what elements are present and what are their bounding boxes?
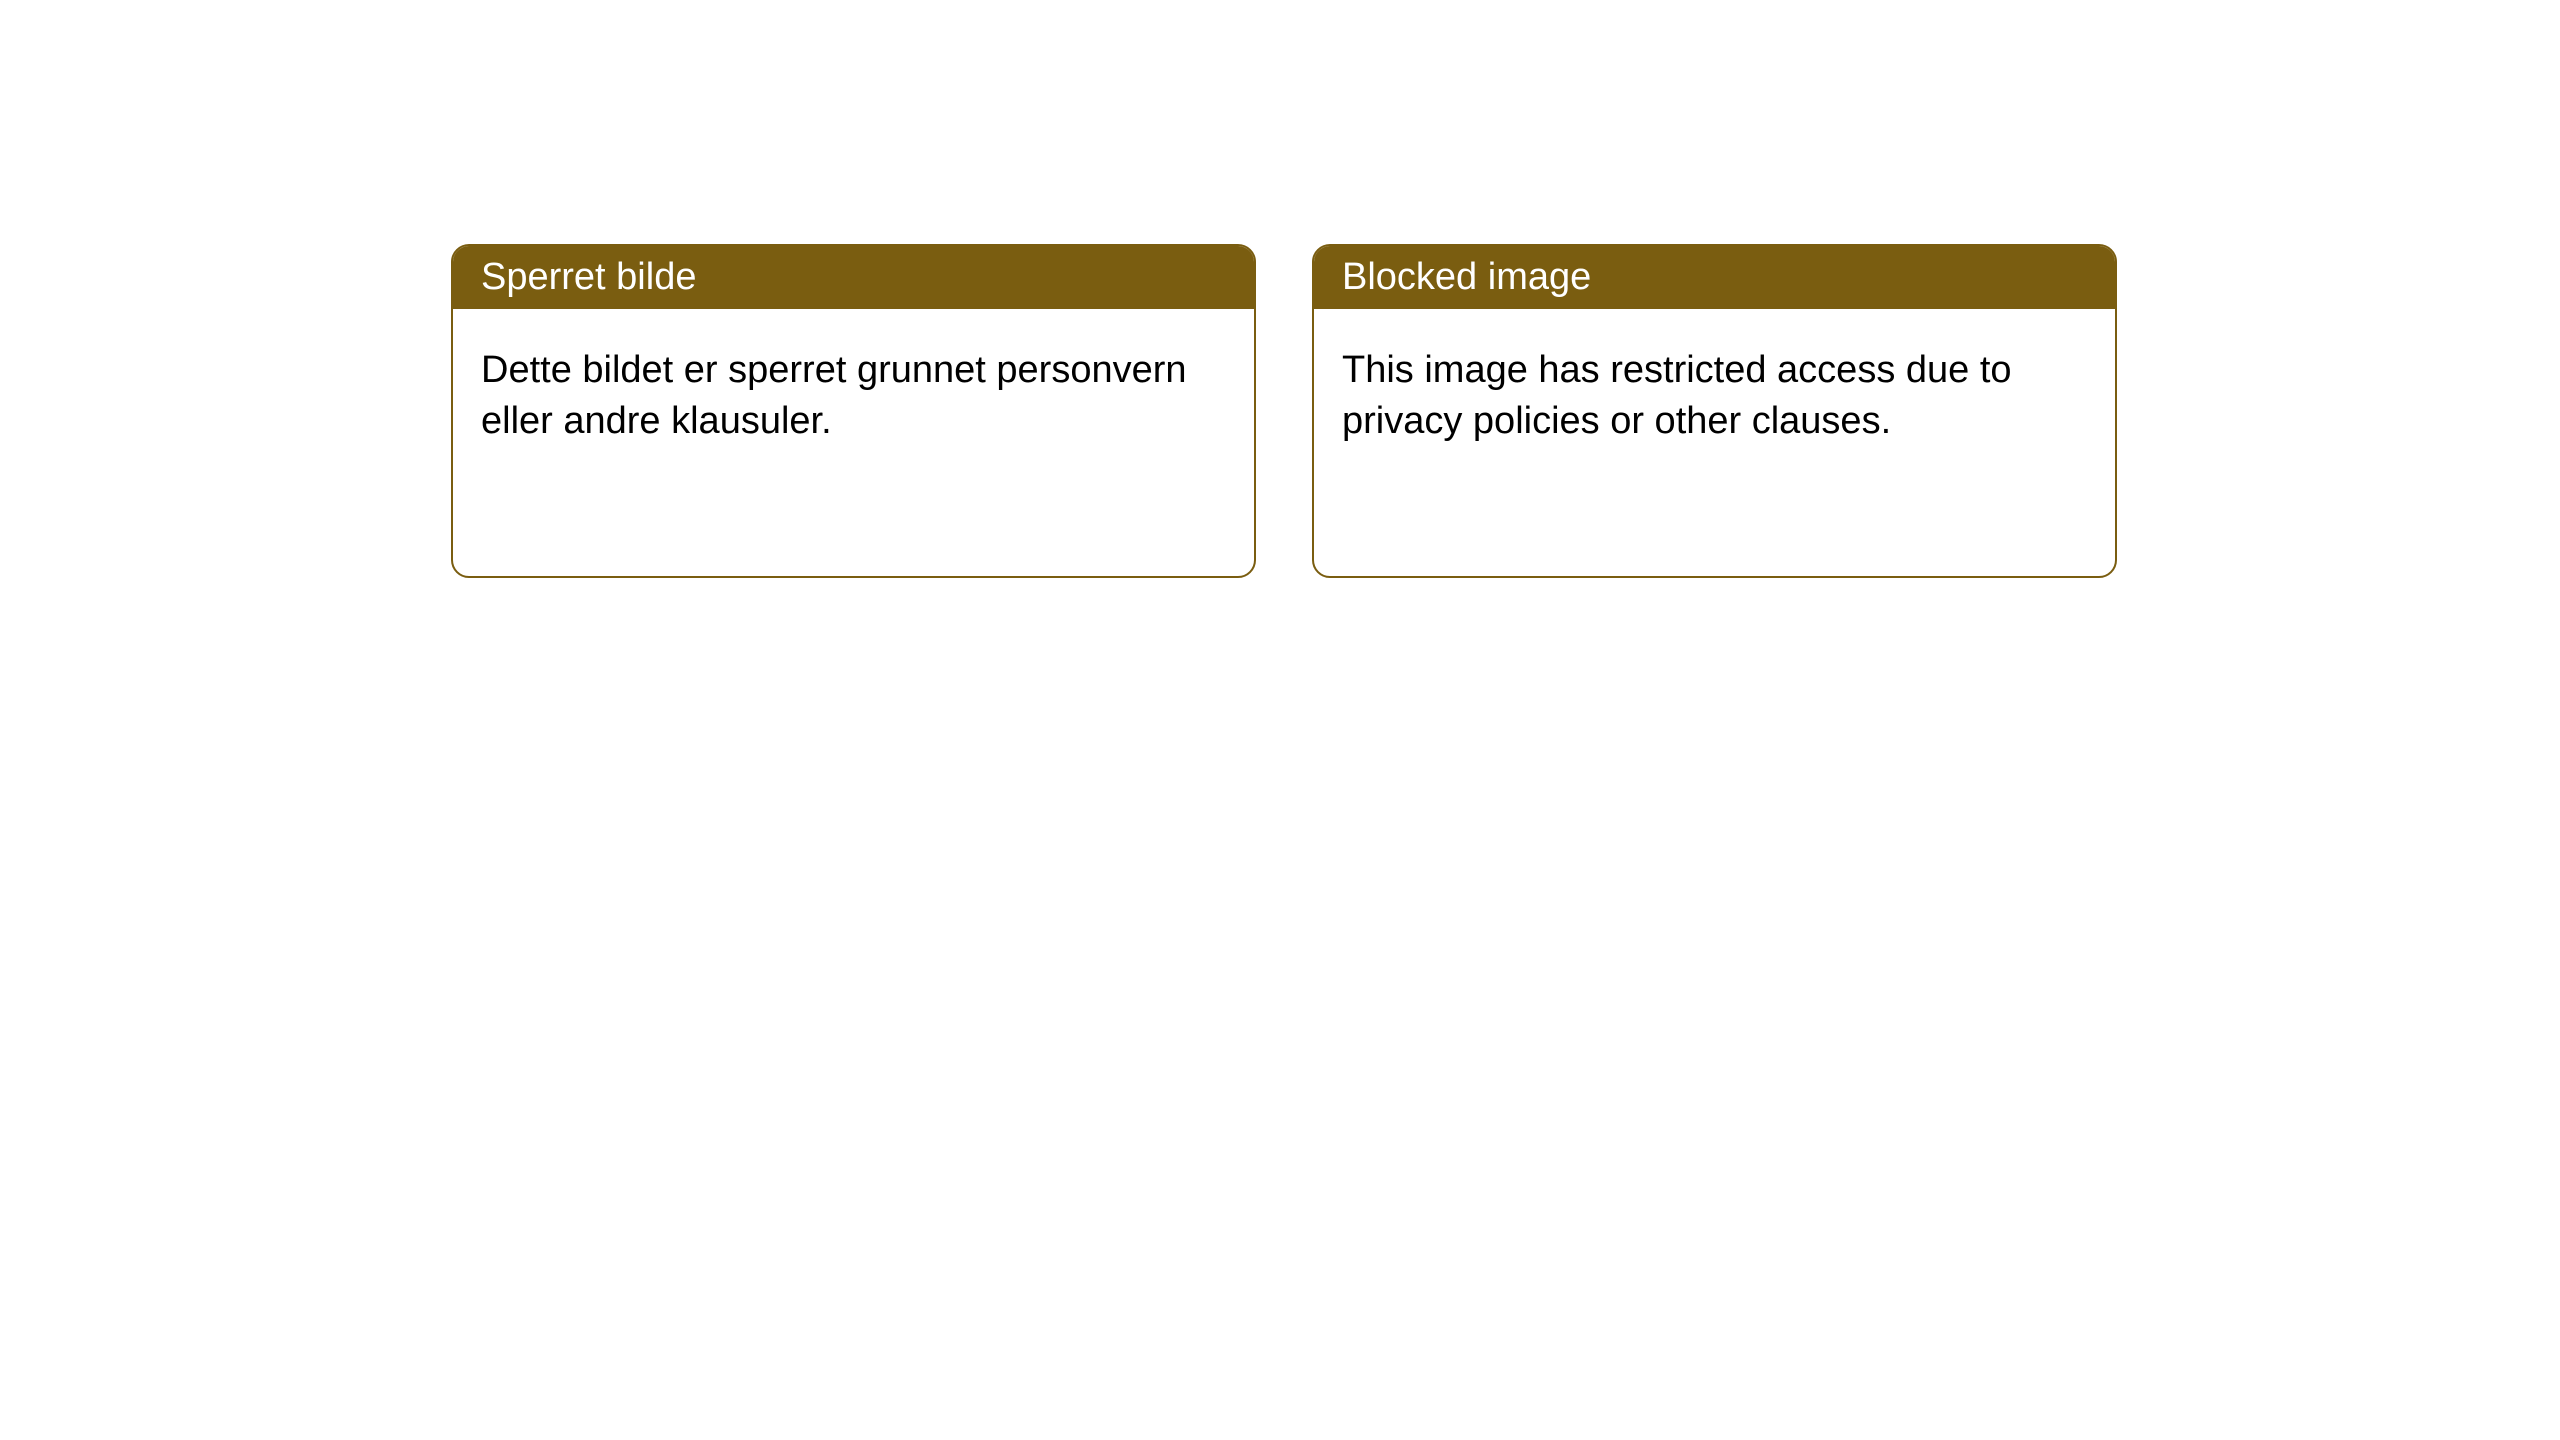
notice-card-english: Blocked image This image has restricted … [1312,244,2117,578]
notice-card-norwegian: Sperret bilde Dette bildet er sperret gr… [451,244,1256,578]
notice-text: This image has restricted access due to … [1342,349,2012,442]
notice-header: Blocked image [1314,246,2115,309]
notice-container: Sperret bilde Dette bildet er sperret gr… [0,0,2560,578]
notice-text: Dette bildet er sperret grunnet personve… [481,349,1187,442]
notice-body: Dette bildet er sperret grunnet personve… [453,309,1254,484]
notice-title: Blocked image [1342,256,1591,298]
notice-body: This image has restricted access due to … [1314,309,2115,484]
notice-header: Sperret bilde [453,246,1254,309]
notice-title: Sperret bilde [481,256,696,298]
